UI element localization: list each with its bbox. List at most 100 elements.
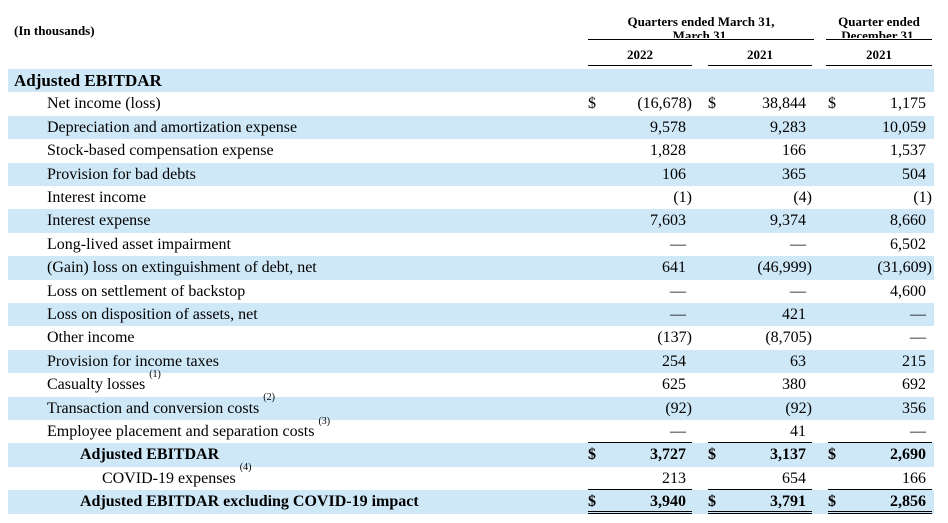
currency-symbol: $ [588, 493, 596, 511]
value-cell: 7,603 [650, 212, 686, 230]
value-cell: — [670, 306, 686, 323]
line-item-label-text: Casualty losses [47, 376, 146, 394]
footnote-marker: (1) [149, 368, 161, 380]
value-cell: — [910, 306, 926, 323]
line-item-label-text: Transaction and conversion costs [47, 399, 260, 417]
group-header-march-line2: March 31, [672, 29, 730, 38]
value-cell: 166 [782, 142, 806, 160]
covid-label: COVID-19 expenses (4) [102, 463, 251, 489]
value-cell: 1,175 [890, 95, 926, 113]
footnote-marker: (4) [239, 462, 252, 474]
value-cell: 106 [662, 165, 686, 183]
value-cell: (92) [665, 399, 692, 417]
value-cell: — [670, 423, 686, 440]
row-band [8, 209, 934, 233]
value-cell: 692 [902, 376, 926, 394]
value-cell: — [910, 423, 926, 440]
line-item-label: Transaction and conversion costs (2) [47, 393, 275, 419]
currency-symbol: $ [708, 95, 716, 113]
value-cell: 9,578 [650, 118, 686, 136]
line-item-label: Other income [47, 328, 135, 348]
line-item-label-text: Provision for bad debts [47, 165, 196, 183]
section-title-text: Adjusted EBITDAR [14, 71, 162, 90]
row-band [8, 162, 934, 186]
row-band [8, 490, 934, 514]
footnote-marker: (3) [318, 415, 331, 427]
covid-rule [708, 489, 812, 491]
covid-rule [828, 489, 932, 491]
footnote-marker: (2) [263, 392, 275, 404]
value-cell: 8,660 [890, 212, 926, 230]
row-band [8, 443, 934, 467]
line-item-label-text: Employee placement and separation costs [47, 423, 315, 440]
value-cell: — [670, 235, 686, 253]
value-cell: 9,374 [770, 212, 806, 230]
line-item-label-text: Loss on settlement of backstop [47, 282, 246, 300]
value-cell: 2,690 [890, 446, 926, 464]
currency-symbol: $ [828, 446, 836, 464]
row-band [8, 256, 934, 280]
total-double-rule [708, 510, 812, 514]
group-header-december: Quarter ended December 31, [838, 15, 920, 29]
line-item-label-text: Long-lived asset impairment [47, 235, 231, 253]
line-item-label: Provision for income taxes [47, 352, 219, 372]
currency-symbol: $ [708, 446, 716, 464]
value-cell: (46,999) [757, 259, 812, 277]
value-cell: 63 [790, 352, 806, 370]
line-item-label-text: Net income (loss) [47, 95, 161, 113]
value-cell: 1,828 [650, 142, 686, 160]
line-item-label-text: Loss on disposition of assets, net [47, 306, 258, 323]
value-cell: — [790, 235, 806, 253]
value-cell: 254 [662, 352, 686, 370]
value-cell: (31,609) [877, 259, 932, 277]
currency-symbol: $ [588, 446, 596, 464]
value-cell: 38,844 [762, 95, 806, 113]
value-cell: (1) [673, 189, 692, 206]
value-cell: 215 [902, 352, 926, 370]
line-item-label: Employee placement and separation costs … [47, 416, 330, 442]
subtotal-rule [708, 442, 812, 444]
row-band [8, 303, 934, 327]
currency-symbol: $ [828, 493, 836, 511]
value-cell: 3,727 [650, 446, 686, 464]
line-item-label: Long-lived asset impairment [47, 235, 231, 255]
value-cell: 356 [902, 399, 926, 417]
subtotal-rule [588, 442, 692, 444]
value-cell: 41 [790, 423, 806, 440]
line-item-label-text: Stock-based compensation expense [47, 142, 274, 160]
value-cell: 421 [782, 306, 806, 323]
header-rule-march [588, 39, 814, 40]
line-item-label-text: Other income [47, 329, 135, 347]
line-item-label: Stock-based compensation expense [47, 141, 274, 161]
adjusted-excl-covid-label-text: Adjusted EBITDAR excluding COVID-19 impa… [80, 493, 419, 511]
line-item-label: Interest expense [47, 211, 151, 231]
value-cell: (137) [657, 329, 692, 347]
column-rule-1 [588, 65, 692, 66]
adjusted-ebitdar-label: Adjusted EBITDAR [80, 445, 219, 465]
units-label: (In thousands) [14, 23, 95, 38]
row-band [8, 69, 934, 93]
value-cell: 10,059 [882, 118, 926, 136]
currency-symbol: $ [588, 95, 596, 113]
value-cell: 213 [662, 469, 686, 487]
value-cell: 380 [782, 376, 806, 394]
line-item-label-text: Interest expense [47, 212, 151, 230]
value-cell: 654 [782, 469, 806, 487]
line-item-label: Provision for bad debts [47, 165, 196, 185]
line-item-label-text: (Gain) loss on extinguishment of debt, n… [47, 259, 317, 277]
value-cell: 6,502 [890, 235, 926, 253]
line-item-label: Net income (loss) [47, 94, 161, 114]
value-cell: (4) [793, 189, 812, 206]
currency-symbol: $ [828, 95, 836, 113]
value-cell: 365 [782, 165, 806, 183]
column-rule-2 [708, 65, 812, 66]
value-cell: (1) [913, 189, 932, 206]
row-band [8, 349, 934, 374]
row-band [8, 115, 934, 140]
value-cell: 3,791 [770, 493, 806, 511]
value-cell: (16,678) [637, 95, 692, 113]
column-header-2021-dec: 2021 [866, 47, 892, 62]
value-cell: (92) [785, 399, 812, 417]
group-header-march: Quarters ended March 31, [627, 15, 775, 29]
value-cell: 166 [902, 469, 926, 487]
